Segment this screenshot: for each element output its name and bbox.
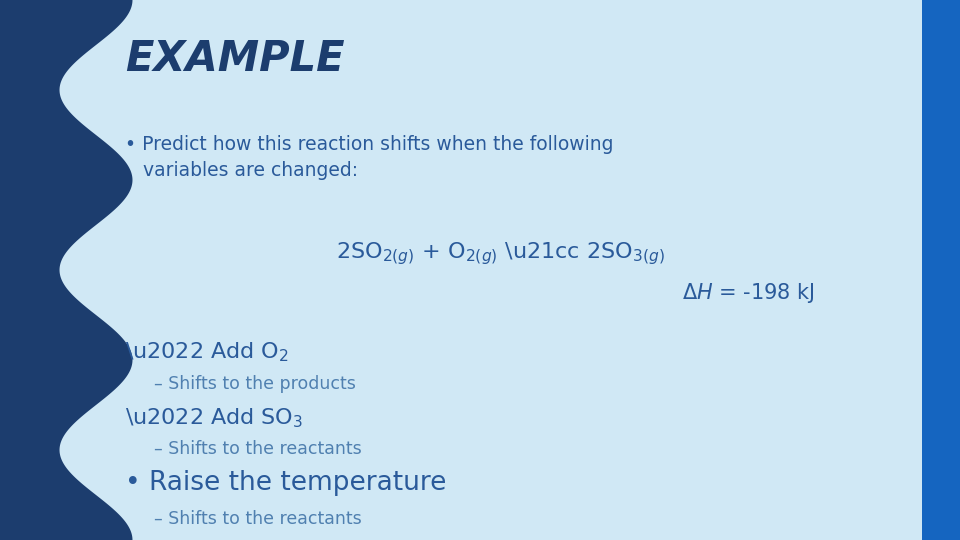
- Text: – Shifts to the reactants: – Shifts to the reactants: [154, 440, 361, 458]
- Text: • Predict how this reaction shifts when the following
   variables are changed:: • Predict how this reaction shifts when …: [125, 135, 613, 180]
- Polygon shape: [0, 0, 132, 540]
- Text: \u2022 Add O$_2$: \u2022 Add O$_2$: [125, 340, 289, 364]
- Text: 2SO$_{2(g)}$ + O$_{2(g)}$ \u21cc 2SO$_{3(g)}$: 2SO$_{2(g)}$ + O$_{2(g)}$ \u21cc 2SO$_{3…: [336, 240, 664, 267]
- Text: EXAMPLE: EXAMPLE: [125, 38, 345, 80]
- Text: \u2022 Add SO$_3$: \u2022 Add SO$_3$: [125, 406, 303, 430]
- Polygon shape: [922, 0, 960, 540]
- Text: – Shifts to the reactants: – Shifts to the reactants: [154, 510, 361, 528]
- Text: – Shifts to the products: – Shifts to the products: [154, 375, 355, 393]
- Text: $\Delta \mathit{H}$ = -198 kJ: $\Delta \mathit{H}$ = -198 kJ: [682, 281, 814, 305]
- Text: • Raise the temperature: • Raise the temperature: [125, 470, 446, 496]
